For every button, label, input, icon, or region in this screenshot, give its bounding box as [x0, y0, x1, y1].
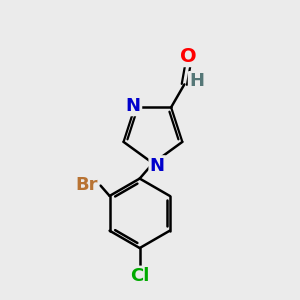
Text: N: N: [150, 157, 165, 175]
Text: Br: Br: [75, 176, 98, 194]
Text: N: N: [126, 97, 141, 115]
Text: O: O: [180, 47, 197, 66]
Text: Cl: Cl: [130, 267, 149, 285]
Text: H: H: [189, 72, 204, 90]
